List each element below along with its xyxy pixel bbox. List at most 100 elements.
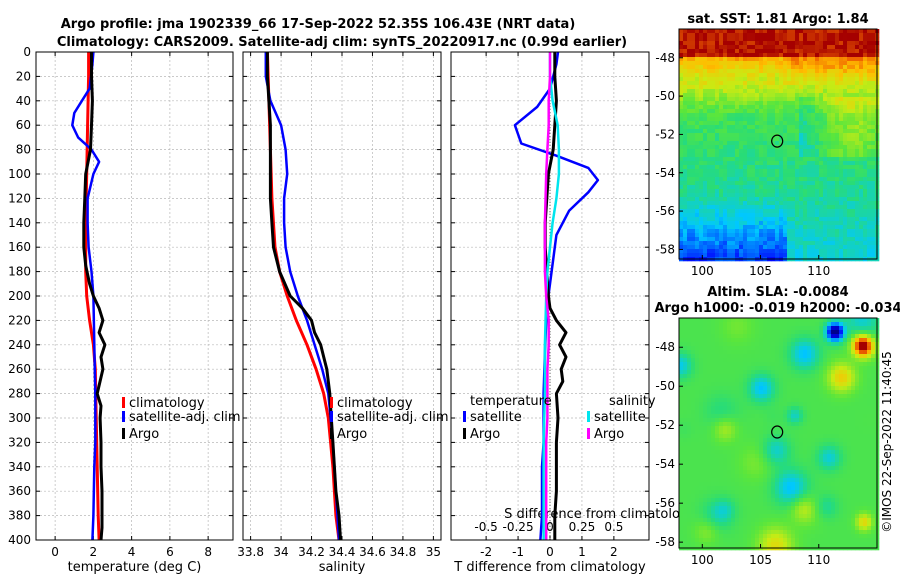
map-cell bbox=[735, 145, 740, 150]
map-cell bbox=[679, 105, 684, 110]
map-cell bbox=[691, 426, 696, 431]
map-cell bbox=[707, 65, 712, 70]
map-cell bbox=[767, 426, 772, 431]
map-cell bbox=[855, 446, 860, 451]
map-cell bbox=[703, 338, 708, 343]
map-cell bbox=[775, 225, 780, 230]
map-cell bbox=[763, 386, 768, 391]
map-cell bbox=[719, 97, 724, 102]
map-cell bbox=[679, 109, 684, 114]
map-cell bbox=[703, 442, 708, 447]
map-cell bbox=[815, 378, 820, 383]
map-cell bbox=[795, 386, 800, 391]
map-cell bbox=[795, 338, 800, 343]
map-cell bbox=[827, 153, 832, 158]
map-cell bbox=[819, 338, 824, 343]
map-cell bbox=[707, 434, 712, 439]
map-cell bbox=[775, 326, 780, 331]
map-cell bbox=[851, 121, 856, 126]
map-cell bbox=[783, 330, 788, 335]
map-cell bbox=[727, 189, 732, 194]
map-cell bbox=[831, 438, 836, 443]
map-cell bbox=[719, 113, 724, 118]
map-cell bbox=[863, 350, 868, 355]
map-cell bbox=[687, 358, 692, 363]
map-cell bbox=[787, 197, 792, 202]
map-cell bbox=[687, 446, 692, 451]
map-cell bbox=[715, 197, 720, 202]
map-cell bbox=[723, 213, 728, 218]
map-cell bbox=[695, 137, 700, 142]
map-cell bbox=[767, 438, 772, 443]
map-cell bbox=[775, 374, 780, 379]
map-cell bbox=[851, 45, 856, 50]
map-cell bbox=[835, 169, 840, 174]
map-cell bbox=[819, 434, 824, 439]
map-cell bbox=[767, 374, 772, 379]
map-cell bbox=[819, 193, 824, 198]
map-cell bbox=[683, 378, 688, 383]
map-cell bbox=[763, 85, 768, 90]
map-cell bbox=[759, 229, 764, 234]
map-cell bbox=[727, 177, 732, 182]
map-cell bbox=[759, 318, 764, 323]
map-cell bbox=[743, 161, 748, 166]
map-cell bbox=[763, 121, 768, 126]
map-cell bbox=[771, 77, 776, 82]
map-cell bbox=[727, 253, 732, 258]
map-cell bbox=[775, 177, 780, 182]
map-cell bbox=[699, 185, 704, 190]
map-cell bbox=[703, 454, 708, 459]
map-cell bbox=[839, 181, 844, 186]
map-cell bbox=[831, 41, 836, 46]
map-cell bbox=[811, 253, 816, 258]
map-cell bbox=[739, 418, 744, 423]
map-cell bbox=[827, 57, 832, 62]
y-tick-label: 360 bbox=[8, 484, 31, 498]
map-cell bbox=[835, 113, 840, 118]
map-cell bbox=[787, 61, 792, 66]
map-cell bbox=[827, 442, 832, 447]
map-cell bbox=[747, 378, 752, 383]
map-cell bbox=[727, 322, 732, 327]
map-cell bbox=[747, 334, 752, 339]
map-cell bbox=[823, 169, 828, 174]
map-cell bbox=[791, 322, 796, 327]
map-cell bbox=[779, 197, 784, 202]
map-cell bbox=[811, 378, 816, 383]
map-cell bbox=[803, 77, 808, 82]
map-cell bbox=[727, 53, 732, 58]
y-tick-label: -52 bbox=[655, 127, 675, 141]
map-cell bbox=[735, 386, 740, 391]
map-cell bbox=[835, 326, 840, 331]
map-cell bbox=[739, 45, 744, 50]
map-cell bbox=[767, 93, 772, 98]
map-cell bbox=[827, 149, 832, 154]
map-cell bbox=[711, 237, 716, 242]
map-cell bbox=[691, 145, 696, 150]
map-cell bbox=[831, 426, 836, 431]
map-cell bbox=[687, 249, 692, 254]
map-cell bbox=[775, 117, 780, 122]
map-cell bbox=[855, 346, 860, 351]
map-cell bbox=[831, 394, 836, 399]
map-cell bbox=[795, 61, 800, 66]
map-cell bbox=[739, 69, 744, 74]
map-cell bbox=[819, 121, 824, 126]
map-cell bbox=[795, 137, 800, 142]
map-cell bbox=[815, 53, 820, 58]
map-cell bbox=[867, 225, 872, 230]
map-cell bbox=[715, 233, 720, 238]
map-cell bbox=[843, 430, 848, 435]
map-cell bbox=[795, 69, 800, 74]
map-cell bbox=[735, 41, 740, 46]
map-cell bbox=[695, 85, 700, 90]
map-cell bbox=[699, 101, 704, 106]
map-cell bbox=[699, 237, 704, 242]
map-cell bbox=[687, 89, 692, 94]
map-cell bbox=[763, 101, 768, 106]
map-cell bbox=[847, 181, 852, 186]
map-cell bbox=[827, 137, 832, 142]
map-cell bbox=[691, 193, 696, 198]
map-cell bbox=[851, 241, 856, 246]
